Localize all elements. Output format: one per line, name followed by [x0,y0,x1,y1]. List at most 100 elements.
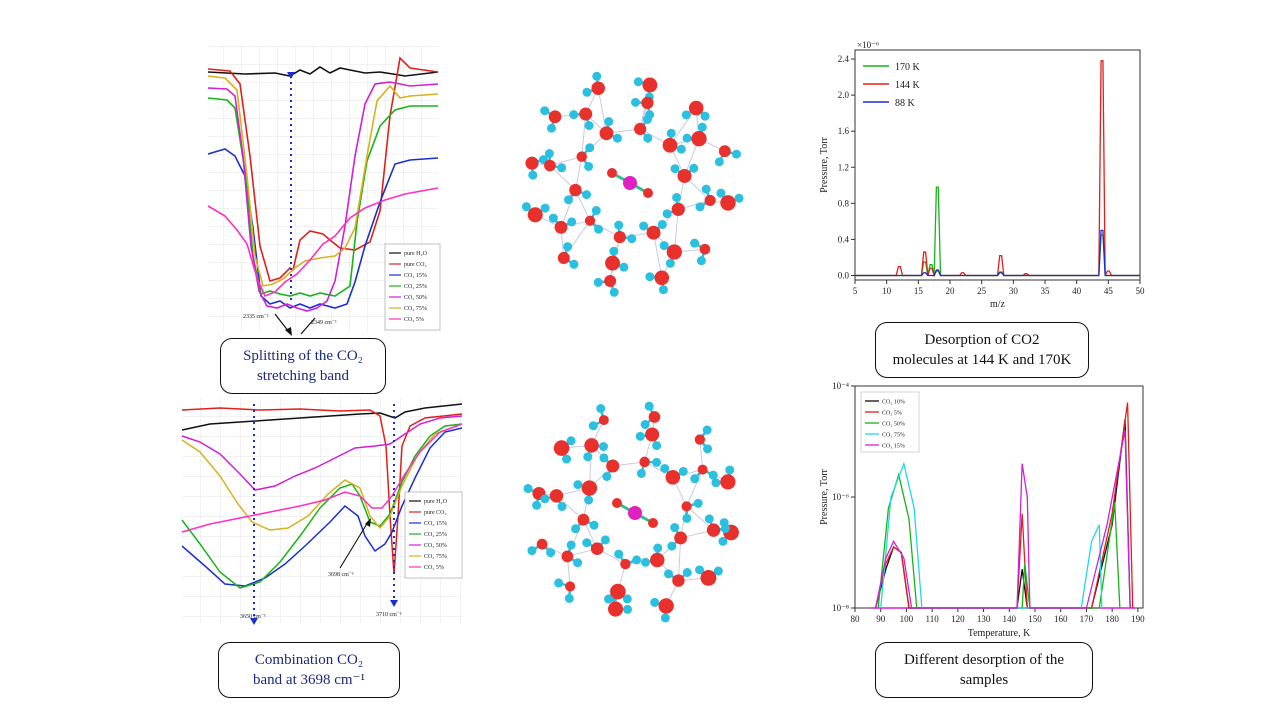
hydrogen-atom [635,431,645,441]
legend-label: 144 K [895,80,921,91]
x-tick-label: 170 [1080,614,1094,624]
y-tick-label: 0.0 [838,270,850,280]
legend-item: CO₂ 25% [389,284,427,290]
oxygen-atom [613,230,626,244]
caption-line: stretching band [256,368,350,384]
hydrogen-atom [564,593,574,603]
hydrogen-atom [644,401,654,411]
oxygen-atom [694,434,706,445]
hydrogen-atom [540,106,550,116]
hydrogen-atom [600,535,610,545]
legend-item: CO₂ 5% [409,565,444,571]
oxygen-atom [577,513,590,526]
hydrogen-atom [690,238,700,248]
hydrogen-atom [573,480,583,490]
hydrogen-atom [614,220,624,230]
hydrogen-atom [571,524,581,534]
hydrogen-atom [714,157,724,167]
hydrogen-atom [676,144,686,154]
tpd-svg: 80 90 100 110 120 130 140 150 160 170 180 190 10⁻⁸ 10… [819,381,1145,639]
hydrogen-atom [544,149,554,159]
curve-pure-co2 [207,56,439,282]
hydrogen-atom [528,170,538,180]
oxygen-atom [634,122,647,136]
ir-spectrum-top-svg: 2335 cm⁻¹ 2349 cm⁻¹ pure H₂O pure CO₂ CO… [207,46,441,336]
oxygen-atom [605,255,620,271]
mass-spectrum-chart: 5 10 15 20 25 30 35 40 45 50 0.0 0.4 0.8 1.2 1.6 2.0 2.4… [815,38,1150,320]
hydrogen-atom [589,520,599,530]
caption-line: Combination CO₂ [254,652,364,668]
legend: pure H₂O pure CO₂ CO₂ 15% CO₂ 25% CO₂ 50… [404,491,463,579]
hydrogen-atom [546,123,556,133]
x-tick-label: 100 [900,614,914,624]
oxygen-atom [654,270,670,286]
annotation-arrow-left [274,313,290,333]
hydrogen-atom [667,541,677,551]
annotation-2349: 2349 cm⁻¹ [311,320,337,326]
hydrogen-atom [652,457,662,467]
hydrogen-atom [569,110,579,120]
ir-spectrum-co2-stretch: 2335 cm⁻¹ 2349 cm⁻¹ pure H₂O pure CO₂ CO… [205,46,441,338]
oxygen-atom [706,523,721,537]
ir-spectrum-bottom-svg: 3650 cm⁻¹ 3698 cm⁻¹ 3710 cm⁻¹ pure H₂O p… [181,398,463,625]
hydrogen-atom [660,613,670,623]
hydrogen-atom [593,277,603,287]
hydrogen-atom [718,536,728,546]
hydrogen-atom [645,272,655,282]
oxygen-atom [646,225,661,240]
svg-text:CO₂ 15%: CO₂ 15% [424,521,447,527]
hydrogen-atom [609,287,619,297]
oxygen-atom [579,107,593,121]
cage-bond [560,189,576,228]
legend: pure H₂O pure CO₂ CO₂ 15% CO₂ 25% CO₂ 50… [384,243,441,331]
hydrogen-atom [562,454,572,464]
hydrogen-atom [584,121,594,131]
hydrogen-atom [623,604,633,614]
x-tick-label: 10 [882,286,892,296]
cage-bond [686,469,704,507]
x-tick-label: 15 [914,286,924,296]
hydrogen-atom [599,442,609,452]
oxygen-atom [581,480,598,496]
annotation-arrow-mid [339,521,369,569]
x-tick-label: 180 [1105,614,1119,624]
y-tick-label: 2.0 [838,90,850,100]
oxygen-atom [561,550,574,563]
hydrogen-atom [697,122,707,132]
x-tick-label: 50 [1136,286,1146,296]
cage-bond [653,232,663,278]
oxygen-atom [554,220,568,234]
svg-text:CO₂ 5%: CO₂ 5% [424,565,444,571]
oxygen-atom [584,215,596,226]
annotation-3650: 3650 cm⁻¹ [240,614,266,620]
legend-item: CO₂ 25% [409,532,447,538]
hydrogen-atom [682,568,692,578]
hydrogen-atom [604,117,614,127]
x-axis-label: m/z [990,299,1006,310]
hydrogen-atom [554,578,564,588]
y-axis-label: Pressure, Torr [819,468,830,524]
y-tick-label: 1.2 [838,162,849,172]
oxygen-atom [527,207,543,223]
hydrogen-atom [573,558,583,568]
oxygen-atom [720,195,736,211]
hydrogen-atom [640,557,650,567]
hydrogen-atom [734,193,744,203]
x-tick-label: 150 [1028,614,1042,624]
hydrogen-atom [652,441,662,451]
caption-line: Splitting of the CO₂ [243,348,363,364]
legend-label: CO₂ 75% [882,433,905,439]
oxygen-atom [639,456,650,468]
oxygen-atom [549,489,564,503]
x-tick-label: 140 [1003,614,1017,624]
svg-text:pure H₂O: pure H₂O [404,251,428,257]
annotation-arrow-right [300,317,316,335]
caption-splitting-co2: Splitting of the CO₂ stretching band [220,338,386,394]
legend-label: 88 K [895,98,916,109]
hydrogen-atom [557,163,567,173]
hydrogen-atom [690,474,700,484]
legend-item: CO₂ 75% [409,554,447,560]
hydrogen-atom [643,133,653,143]
hydrogen-atom [670,164,680,174]
hydrogen-atom [695,202,705,212]
